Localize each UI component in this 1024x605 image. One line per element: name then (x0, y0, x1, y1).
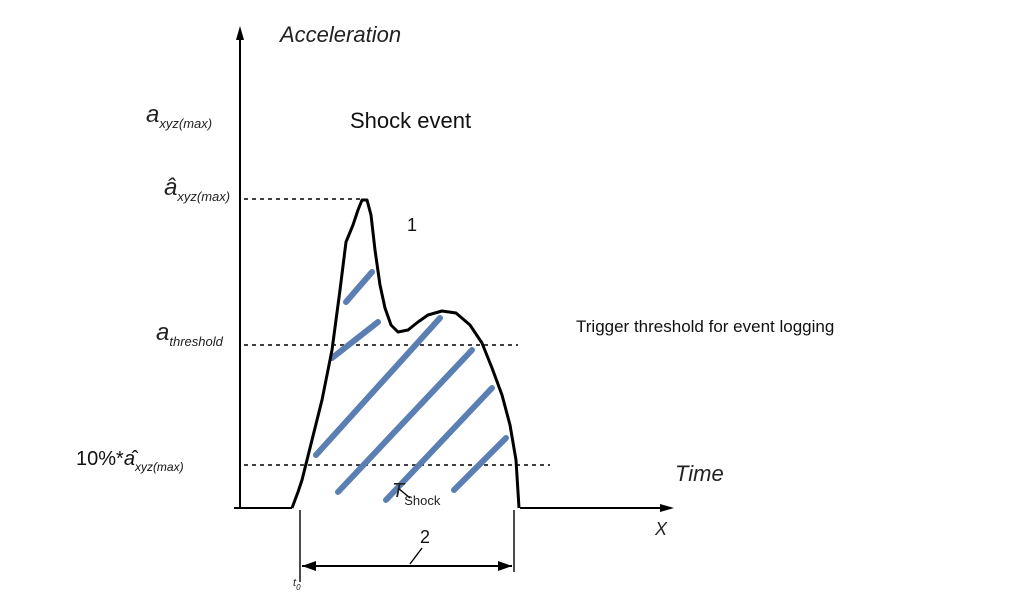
guide-lines (244, 198, 550, 466)
tshock-label: TShock (392, 480, 441, 508)
y-axis-arrow-icon (236, 26, 244, 40)
a-max-label: axyz(max) (146, 101, 212, 131)
x-axis-label: Time (675, 461, 724, 486)
shock-hatching (313, 269, 509, 503)
ten-percent-label: 10%*âxyz(max) (76, 448, 184, 474)
peak-region-label: 1 (407, 215, 417, 235)
x-axis-arrow-icon (660, 504, 674, 512)
x-axis (234, 504, 674, 512)
duration-label: 2 (420, 527, 430, 547)
duration-dimension (299, 510, 515, 582)
duration-arrow-left-icon (302, 561, 316, 571)
duration-arrow-right-icon (498, 561, 512, 571)
threshold-description: Trigger threshold for event logging (576, 317, 834, 336)
a-threshold-label: athreshold (156, 319, 224, 349)
y-axis-label: Acceleration (278, 22, 401, 47)
x-axis-mark: X (654, 519, 668, 539)
y-axis (236, 26, 244, 508)
a-hat-max-label: âxyz(max) (164, 174, 230, 204)
tshock-leader (397, 487, 411, 499)
shock-curve (290, 198, 521, 509)
origin-label: t0 (293, 577, 301, 592)
diagram-title: Shock event (350, 108, 471, 133)
